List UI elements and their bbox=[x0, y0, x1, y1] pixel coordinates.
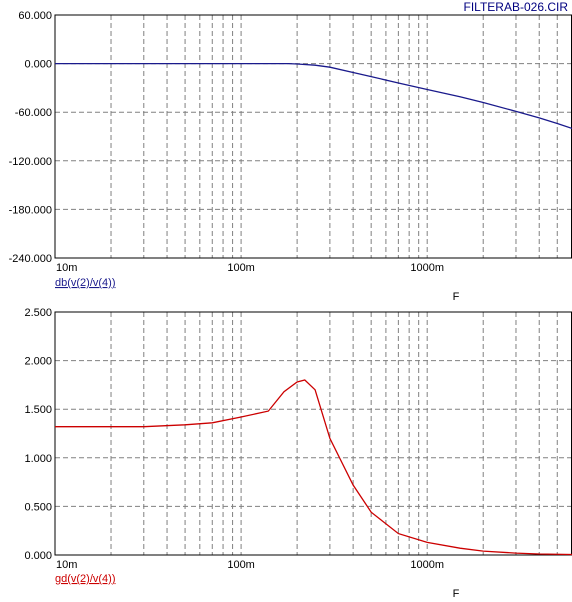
group-delay-panel: 2.500 2.000 1.500 1.000 0.500 0.000 10m 100m 100… bbox=[24, 307, 572, 600]
y-tick-label: 1.000 bbox=[24, 453, 52, 465]
plot-frame bbox=[54, 14, 572, 259]
y-tick-label: 0.000 bbox=[24, 59, 52, 71]
y-tick-label: 1.500 bbox=[24, 404, 52, 416]
series-label: db(v(2)/v(4)) bbox=[55, 277, 116, 289]
y-tick-label: 60.000 bbox=[18, 10, 52, 22]
y-tick-label: 0.000 bbox=[24, 550, 52, 562]
x-axis-label: F bbox=[453, 291, 460, 303]
x-tick-label: 1000m bbox=[410, 559, 444, 571]
x-tick-label: 1000m bbox=[410, 262, 444, 274]
y-tick-label: -60.000 bbox=[15, 107, 52, 119]
x-axis-label: F bbox=[453, 588, 460, 600]
x-tick-label: 10m bbox=[56, 559, 77, 571]
series-line bbox=[55, 379, 572, 556]
y-tick-label: 2.500 bbox=[24, 307, 52, 319]
plot-frame bbox=[54, 311, 572, 556]
series-line bbox=[55, 62, 572, 130]
magnitude-panel: 60.000 0.000 -60.000 -120.000 -180.000 -240.0… bbox=[9, 10, 572, 303]
y-tick-label: -240.000 bbox=[9, 253, 52, 265]
y-tick-label: 2.000 bbox=[24, 356, 52, 368]
y-tick-label: 0.500 bbox=[24, 501, 52, 513]
x-tick-label: 10m bbox=[56, 262, 77, 274]
x-tick-label: 100m bbox=[227, 262, 255, 274]
y-tick-label: -120.000 bbox=[9, 156, 52, 168]
series-label: gd(v(2)/v(4)) bbox=[55, 573, 116, 585]
x-tick-label: 100m bbox=[227, 559, 255, 571]
file-title: FILTERAB-026.CIR bbox=[464, 0, 569, 14]
y-tick-label: -180.000 bbox=[9, 204, 52, 216]
